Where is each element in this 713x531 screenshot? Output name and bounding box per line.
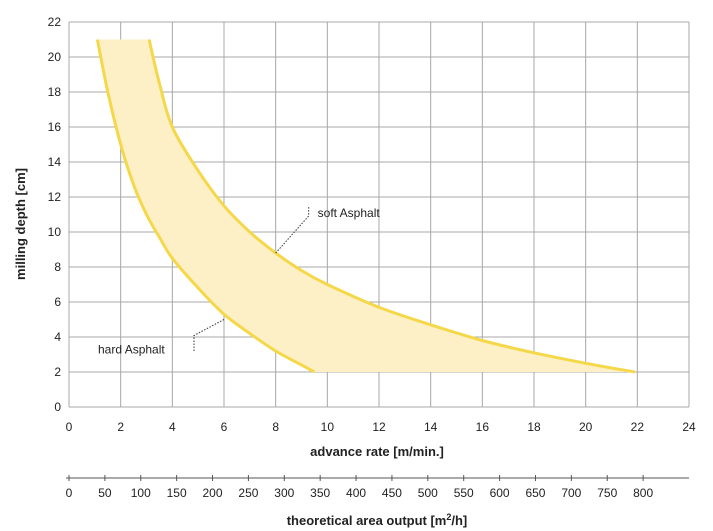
x-tick-label: 16 bbox=[476, 420, 490, 434]
series-line-hard-asphalt bbox=[95, 39, 316, 374]
secondary-tick-label: 300 bbox=[274, 486, 294, 500]
x-tick-label: 6 bbox=[221, 420, 228, 434]
x-tick-label: 12 bbox=[372, 420, 386, 434]
x-tick-label: 14 bbox=[424, 420, 438, 434]
x-tick-label: 8 bbox=[272, 420, 279, 434]
y-axis-title: milling depth [cm] bbox=[13, 168, 28, 280]
y-tick-label: 14 bbox=[48, 155, 62, 169]
secondary-axis-title-end: /h] bbox=[451, 513, 467, 528]
secondary-tick-label: 100 bbox=[131, 486, 151, 500]
secondary-tick-label: 400 bbox=[346, 486, 366, 500]
y-tick-label: 6 bbox=[54, 295, 61, 309]
y-tick-labels: 0 2 4 6 8 10 12 14 16 18 20 22 bbox=[48, 15, 62, 414]
secondary-tick-label: 600 bbox=[490, 486, 510, 500]
secondary-tick-label: 0 bbox=[66, 486, 73, 500]
secondary-tick-label: 500 bbox=[418, 486, 438, 500]
y-tick-label: 22 bbox=[48, 15, 62, 29]
y-tick-label: 8 bbox=[54, 260, 61, 274]
x-tick-label: 24 bbox=[682, 420, 696, 434]
secondary-tick-label: 750 bbox=[597, 486, 617, 500]
secondary-tick-label: 250 bbox=[238, 486, 258, 500]
series-line-soft-asphalt bbox=[147, 39, 636, 374]
secondary-axis-title-main: theoretical area output [m bbox=[287, 513, 447, 528]
annotations: soft Asphalt hard Asphalt bbox=[98, 206, 380, 357]
annotation-leader-soft bbox=[275, 206, 310, 254]
area-band bbox=[97, 39, 635, 372]
secondary-tick-label: 700 bbox=[561, 486, 581, 500]
secondary-tick-label: 800 bbox=[633, 486, 653, 500]
annotation-soft-asphalt: soft Asphalt bbox=[318, 206, 381, 220]
secondary-tick-label: 150 bbox=[167, 486, 187, 500]
secondary-tick-label: 550 bbox=[454, 486, 474, 500]
secondary-axis-title: theoretical area output [m2/h] bbox=[287, 512, 468, 528]
annotation-leader-hard bbox=[193, 319, 225, 352]
secondary-tick-label: 200 bbox=[203, 486, 223, 500]
x-tick-label: 2 bbox=[117, 420, 124, 434]
y-tick-label: 2 bbox=[54, 365, 61, 379]
y-tick-label: 20 bbox=[48, 50, 62, 64]
secondary-axis-title-sup: 2 bbox=[446, 512, 451, 522]
secondary-axis: 0 50 100 150 200 250 300 350 400 450 500 550 600 650 7… bbox=[66, 475, 689, 500]
secondary-tick-label: 50 bbox=[98, 486, 112, 500]
secondary-tick-label: 350 bbox=[310, 486, 330, 500]
y-tick-label: 16 bbox=[48, 120, 62, 134]
x-tick-label: 4 bbox=[169, 420, 176, 434]
x-tick-label: 0 bbox=[66, 420, 73, 434]
x-tick-label: 10 bbox=[321, 420, 335, 434]
y-tick-label: 0 bbox=[54, 400, 61, 414]
x-tick-labels: 0 2 4 6 8 10 12 14 16 18 20 22 24 bbox=[66, 420, 696, 434]
y-tick-label: 12 bbox=[48, 190, 62, 204]
x-axis-title: advance rate [m/min.] bbox=[310, 444, 444, 459]
y-tick-label: 4 bbox=[54, 330, 61, 344]
x-tick-label: 18 bbox=[527, 420, 541, 434]
annotation-hard-asphalt: hard Asphalt bbox=[98, 343, 165, 357]
y-tick-label: 10 bbox=[48, 225, 62, 239]
x-tick-label: 20 bbox=[579, 420, 593, 434]
x-tick-label: 22 bbox=[631, 420, 645, 434]
secondary-tick-label: 650 bbox=[525, 486, 545, 500]
y-tick-label: 18 bbox=[48, 85, 62, 99]
grid bbox=[68, 21, 690, 408]
secondary-tick-label: 450 bbox=[382, 486, 402, 500]
